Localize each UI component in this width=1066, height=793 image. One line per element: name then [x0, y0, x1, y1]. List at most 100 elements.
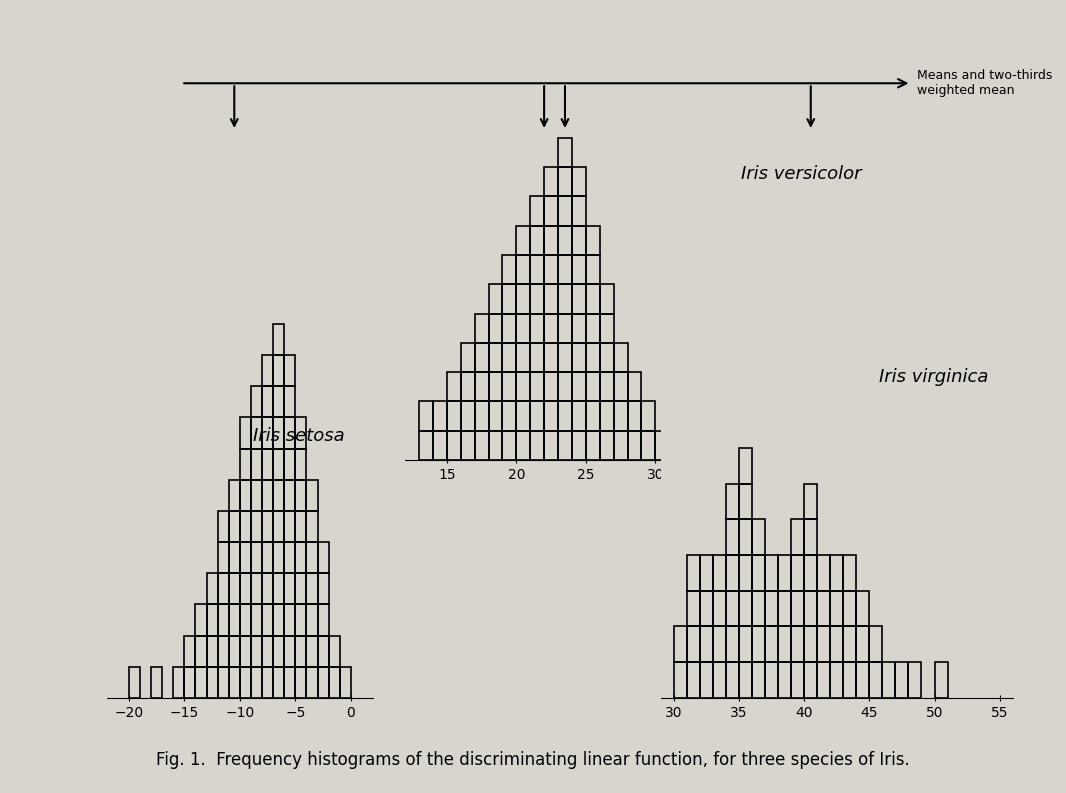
Bar — [700, 555, 713, 591]
Bar — [726, 662, 739, 698]
Bar — [207, 635, 217, 667]
Bar — [273, 573, 285, 604]
Bar — [713, 626, 726, 662]
Bar — [558, 401, 572, 431]
Bar — [830, 555, 843, 591]
Bar — [262, 573, 273, 604]
Bar — [544, 431, 558, 460]
Bar — [791, 626, 804, 662]
Bar — [687, 591, 700, 626]
Bar — [656, 431, 669, 460]
Bar — [530, 431, 544, 460]
Bar — [285, 542, 295, 573]
Bar — [328, 667, 340, 698]
Bar — [791, 519, 804, 555]
Bar — [572, 431, 586, 460]
Bar — [558, 313, 572, 343]
Bar — [558, 226, 572, 255]
Bar — [488, 343, 502, 372]
Bar — [229, 635, 240, 667]
Bar — [273, 542, 285, 573]
Bar — [614, 401, 628, 431]
Bar — [572, 255, 586, 284]
Bar — [516, 431, 530, 460]
Bar — [306, 667, 318, 698]
Bar — [883, 662, 895, 698]
Bar — [614, 343, 628, 372]
Bar — [240, 480, 251, 511]
Bar — [516, 313, 530, 343]
Bar — [544, 372, 558, 401]
Bar — [240, 417, 251, 449]
Bar — [184, 635, 195, 667]
Bar — [804, 484, 818, 519]
Bar — [251, 386, 262, 417]
Bar — [572, 401, 586, 431]
Bar — [586, 226, 600, 255]
Bar — [173, 667, 184, 698]
Bar — [558, 197, 572, 226]
Bar — [474, 431, 488, 460]
Bar — [572, 313, 586, 343]
Bar — [251, 573, 262, 604]
Bar — [818, 662, 830, 698]
Bar — [572, 197, 586, 226]
Bar — [251, 635, 262, 667]
Bar — [739, 484, 753, 519]
Bar — [229, 480, 240, 511]
Bar — [818, 591, 830, 626]
Bar — [502, 313, 516, 343]
Bar — [474, 313, 488, 343]
Bar — [285, 480, 295, 511]
Bar — [830, 626, 843, 662]
Bar — [586, 255, 600, 284]
Bar — [285, 511, 295, 542]
Bar — [614, 431, 628, 460]
Bar — [765, 662, 778, 698]
Bar — [530, 255, 544, 284]
Bar — [687, 626, 700, 662]
Bar — [295, 449, 307, 480]
Bar — [843, 626, 856, 662]
Bar — [306, 480, 318, 511]
Bar — [530, 284, 544, 313]
Bar — [818, 555, 830, 591]
Bar — [572, 167, 586, 197]
Bar — [295, 573, 307, 604]
Bar — [778, 662, 791, 698]
Bar — [195, 604, 207, 635]
Bar — [273, 449, 285, 480]
Bar — [674, 662, 687, 698]
Bar — [558, 372, 572, 401]
Bar — [273, 480, 285, 511]
Bar — [856, 626, 870, 662]
Bar — [217, 511, 229, 542]
Bar — [306, 573, 318, 604]
Bar — [856, 662, 870, 698]
Bar — [262, 542, 273, 573]
Bar — [586, 401, 600, 431]
Bar — [700, 591, 713, 626]
Bar — [778, 555, 791, 591]
Text: Fig. 1.  Frequency histograms of the discriminating linear function, for three s: Fig. 1. Frequency histograms of the disc… — [156, 751, 910, 769]
Bar — [229, 542, 240, 573]
Bar — [306, 542, 318, 573]
Bar — [295, 417, 307, 449]
Bar — [433, 401, 447, 431]
Bar — [240, 635, 251, 667]
Bar — [295, 667, 307, 698]
Bar — [240, 449, 251, 480]
Bar — [318, 667, 328, 698]
Bar — [285, 449, 295, 480]
Bar — [240, 573, 251, 604]
Bar — [318, 542, 328, 573]
Bar — [791, 662, 804, 698]
Bar — [262, 480, 273, 511]
Bar — [217, 667, 229, 698]
Text: Iris setosa: Iris setosa — [254, 427, 344, 445]
Bar — [502, 372, 516, 401]
Bar — [419, 431, 433, 460]
Bar — [544, 197, 558, 226]
Bar — [935, 662, 948, 698]
Bar — [195, 667, 207, 698]
